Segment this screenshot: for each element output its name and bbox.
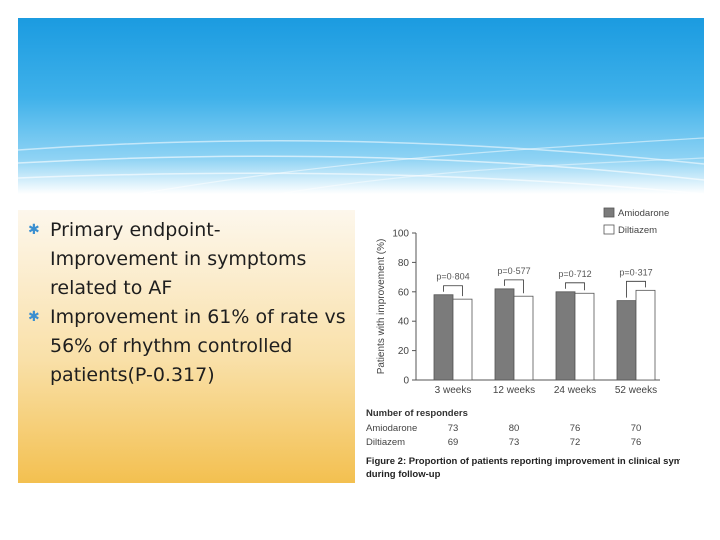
legend-swatch xyxy=(603,224,615,235)
text-panel xyxy=(18,210,355,483)
y-tick-label: 20 xyxy=(398,346,410,357)
legend-label: Amiodarone xyxy=(618,208,669,219)
figure-caption: Figure 2: Proportion of patients reporti… xyxy=(366,456,680,480)
bullet-list: ✱ Primary endpoint- Improvement in sympt… xyxy=(28,216,348,390)
y-tick-label: 60 xyxy=(398,287,410,298)
responders-value: 70 xyxy=(631,423,642,434)
x-tick-label: 12 weeks xyxy=(493,385,535,396)
responders-row-label: Diltiazem xyxy=(366,437,405,448)
bar-diltiazem xyxy=(452,298,473,381)
p-value-label: p=0·712 xyxy=(558,269,591,279)
legend-label: Diltiazem xyxy=(618,225,657,236)
y-tick-label: 80 xyxy=(398,258,410,269)
p-value-label: p=0·577 xyxy=(497,266,530,276)
p-value-label: p=0·317 xyxy=(619,267,652,277)
bullet-item: ✱ Improvement in 61% of rate vs 56% of r… xyxy=(28,303,348,390)
header-banner xyxy=(18,18,704,194)
bar-amiodarone xyxy=(433,294,454,381)
responders-value: 76 xyxy=(570,423,581,434)
bar-amiodarone xyxy=(494,288,515,381)
responders-value: 73 xyxy=(509,437,520,448)
legend-swatch xyxy=(603,207,615,218)
responders-value: 76 xyxy=(631,437,642,448)
p-value-label: p=0·804 xyxy=(436,272,469,282)
significance-bracket xyxy=(565,282,585,291)
significance-bracket xyxy=(504,279,524,294)
y-axis-label: Patients with improvement (%) xyxy=(376,239,387,375)
bullet-text: Improvement in 61% of rate vs 56% of rhy… xyxy=(50,306,346,386)
x-tick-label: 52 weeks xyxy=(615,385,657,396)
x-tick-label: 3 weeks xyxy=(435,385,472,396)
y-tick-label: 40 xyxy=(398,317,410,328)
responders-row-label: Amiodarone xyxy=(366,423,417,434)
responders-value: 80 xyxy=(509,423,520,434)
bar-chart: Patients with improvement (%) 0 20 40 60 80 10… xyxy=(366,207,680,480)
bar-amiodarone xyxy=(616,300,637,381)
bar-diltiazem xyxy=(635,289,656,381)
bar-diltiazem xyxy=(574,292,595,381)
x-tick-label: 24 weeks xyxy=(554,385,596,396)
y-tick-label: 0 xyxy=(403,376,409,387)
asterisk-bullet-icon: ✱ xyxy=(28,222,40,238)
asterisk-bullet-icon: ✱ xyxy=(28,309,40,325)
bullet-text: Primary endpoint- Improvement in symptom… xyxy=(50,219,307,299)
y-tick-label: 100 xyxy=(392,229,409,240)
bar-diltiazem xyxy=(513,295,534,381)
responders-value: 72 xyxy=(570,437,581,448)
responders-value: 73 xyxy=(448,423,459,434)
bar-amiodarone xyxy=(555,291,576,381)
responders-title: Number of responders xyxy=(366,408,468,419)
significance-bracket xyxy=(443,285,463,297)
bullet-item: ✱ Primary endpoint- Improvement in sympt… xyxy=(28,216,348,303)
responders-value: 69 xyxy=(448,437,459,448)
significance-bracket xyxy=(626,280,646,298)
